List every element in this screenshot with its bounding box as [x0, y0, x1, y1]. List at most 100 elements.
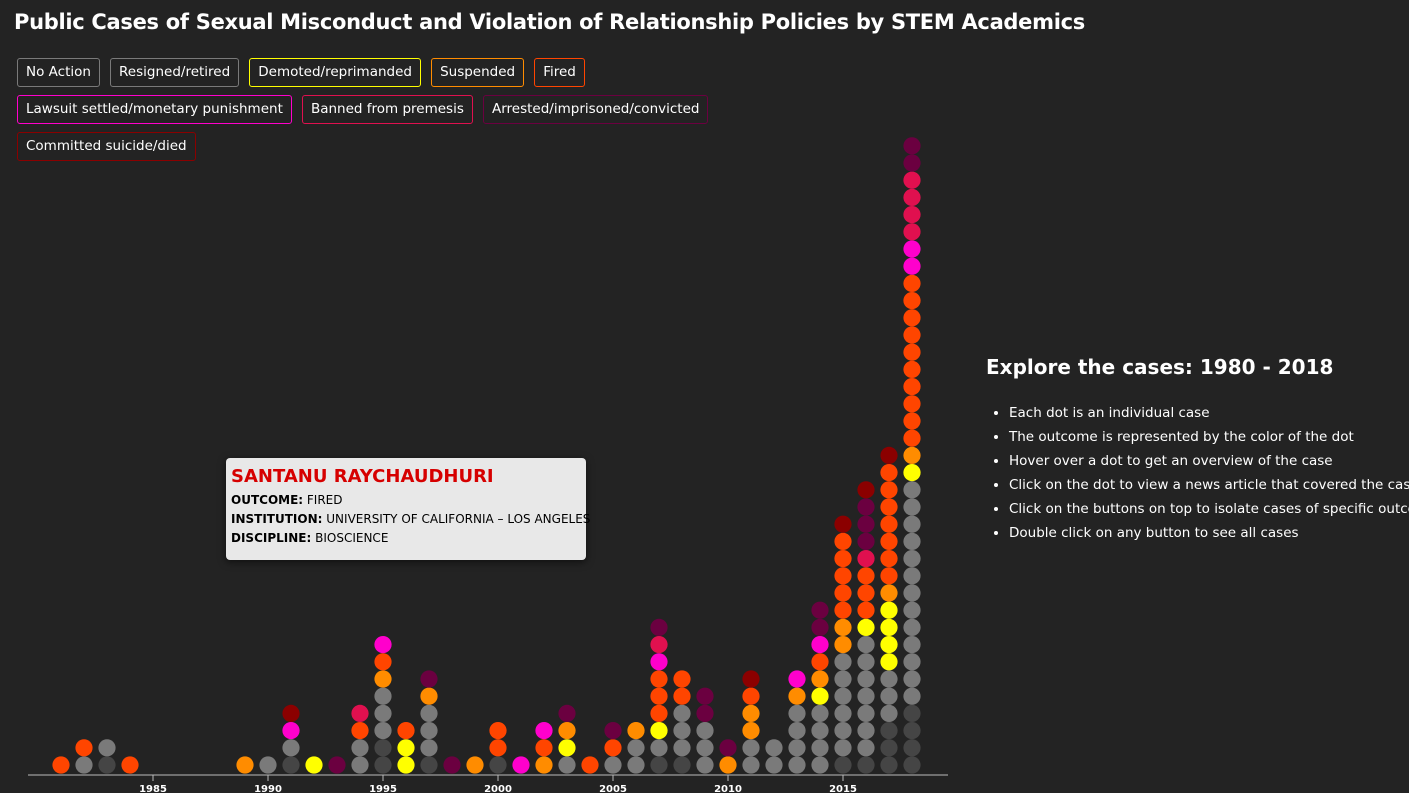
case-dot[interactable]: [788, 756, 806, 774]
case-dot[interactable]: [880, 636, 898, 654]
case-dot[interactable]: [374, 756, 392, 774]
case-dot[interactable]: [604, 739, 622, 757]
case-dot[interactable]: [696, 687, 714, 705]
case-dot[interactable]: [604, 756, 622, 774]
case-dot[interactable]: [903, 670, 921, 688]
case-dot[interactable]: [903, 532, 921, 551]
case-dot[interactable]: [420, 704, 438, 723]
case-dot[interactable]: [742, 687, 760, 705]
case-dot[interactable]: [903, 309, 921, 327]
case-dot[interactable]: [673, 704, 691, 723]
case-dot[interactable]: [420, 739, 438, 757]
case-dot[interactable]: [282, 739, 300, 757]
case-dot[interactable]: [880, 601, 898, 619]
case-dot[interactable]: [811, 618, 829, 637]
case-dot[interactable]: [834, 618, 852, 637]
filter-button-fired[interactable]: Fired: [534, 58, 585, 87]
case-dot[interactable]: [880, 532, 898, 551]
case-dot[interactable]: [903, 515, 921, 533]
case-dot[interactable]: [673, 670, 691, 688]
case-dot[interactable]: [788, 704, 806, 723]
case-dot[interactable]: [834, 584, 852, 602]
case-dot[interactable]: [834, 739, 852, 757]
case-dot[interactable]: [880, 756, 898, 774]
case-dot[interactable]: [903, 739, 921, 757]
case-dot[interactable]: [880, 464, 898, 482]
case-dot[interactable]: [903, 498, 921, 516]
case-dot[interactable]: [788, 739, 806, 757]
case-dot[interactable]: [857, 584, 875, 602]
case-dot[interactable]: [811, 670, 829, 688]
case-dot[interactable]: [604, 722, 622, 740]
case-dot[interactable]: [259, 756, 277, 774]
case-dot[interactable]: [75, 739, 93, 757]
case-dot[interactable]: [719, 756, 737, 774]
case-dot[interactable]: [903, 206, 921, 224]
case-dot[interactable]: [581, 756, 599, 774]
case-dot[interactable]: [903, 360, 921, 378]
case-dot[interactable]: [857, 653, 875, 671]
case-dot[interactable]: [742, 739, 760, 757]
case-dot[interactable]: [811, 722, 829, 740]
case-dot[interactable]: [558, 739, 576, 757]
filter-button-demoted[interactable]: Demoted/reprimanded: [249, 58, 421, 87]
case-dot[interactable]: [857, 532, 875, 551]
case-dot[interactable]: [880, 722, 898, 740]
case-dot[interactable]: [811, 687, 829, 705]
case-dot[interactable]: [880, 739, 898, 757]
case-dot[interactable]: [880, 687, 898, 705]
case-dot[interactable]: [282, 722, 300, 740]
case-dot[interactable]: [857, 601, 875, 619]
case-dot[interactable]: [535, 739, 553, 757]
case-dot[interactable]: [351, 756, 369, 774]
case-dot[interactable]: [880, 618, 898, 637]
case-dot[interactable]: [903, 412, 921, 430]
case-dot[interactable]: [121, 756, 139, 774]
case-dot[interactable]: [374, 653, 392, 671]
case-dot[interactable]: [903, 257, 921, 275]
case-dot[interactable]: [811, 653, 829, 671]
case-dot[interactable]: [903, 464, 921, 482]
case-dot[interactable]: [834, 515, 852, 533]
case-dot[interactable]: [558, 704, 576, 723]
case-dot[interactable]: [98, 756, 116, 774]
case-dot[interactable]: [52, 756, 70, 774]
case-dot[interactable]: [351, 722, 369, 740]
case-dot[interactable]: [374, 670, 392, 688]
case-dot[interactable]: [650, 618, 668, 637]
filter-button-suspended[interactable]: Suspended: [431, 58, 525, 87]
case-dot[interactable]: [765, 739, 783, 757]
filter-button-resigned[interactable]: Resigned/retired: [110, 58, 240, 87]
case-dot[interactable]: [650, 756, 668, 774]
case-dot[interactable]: [673, 687, 691, 705]
case-dot[interactable]: [351, 704, 369, 723]
case-dot[interactable]: [742, 670, 760, 688]
case-dot[interactable]: [650, 722, 668, 740]
case-dot[interactable]: [834, 636, 852, 654]
case-dot[interactable]: [420, 722, 438, 740]
case-dot[interactable]: [627, 722, 645, 740]
case-dot[interactable]: [811, 636, 829, 654]
case-dot[interactable]: [880, 550, 898, 568]
case-dot[interactable]: [880, 653, 898, 671]
case-dot[interactable]: [696, 704, 714, 723]
case-dot[interactable]: [627, 739, 645, 757]
case-dot[interactable]: [880, 584, 898, 602]
case-dot[interactable]: [420, 687, 438, 705]
case-dot[interactable]: [857, 515, 875, 533]
case-dot[interactable]: [696, 722, 714, 740]
case-dot[interactable]: [489, 739, 507, 757]
case-dot[interactable]: [903, 756, 921, 774]
case-dot[interactable]: [834, 550, 852, 568]
case-dot[interactable]: [880, 446, 898, 464]
case-dot[interactable]: [903, 446, 921, 464]
case-dot[interactable]: [696, 739, 714, 757]
case-dot[interactable]: [857, 739, 875, 757]
case-dot[interactable]: [627, 756, 645, 774]
case-dot[interactable]: [650, 704, 668, 723]
case-dot[interactable]: [673, 739, 691, 757]
case-dot[interactable]: [857, 481, 875, 499]
case-dot[interactable]: [903, 636, 921, 654]
case-dot[interactable]: [75, 756, 93, 774]
case-dot[interactable]: [466, 756, 484, 774]
